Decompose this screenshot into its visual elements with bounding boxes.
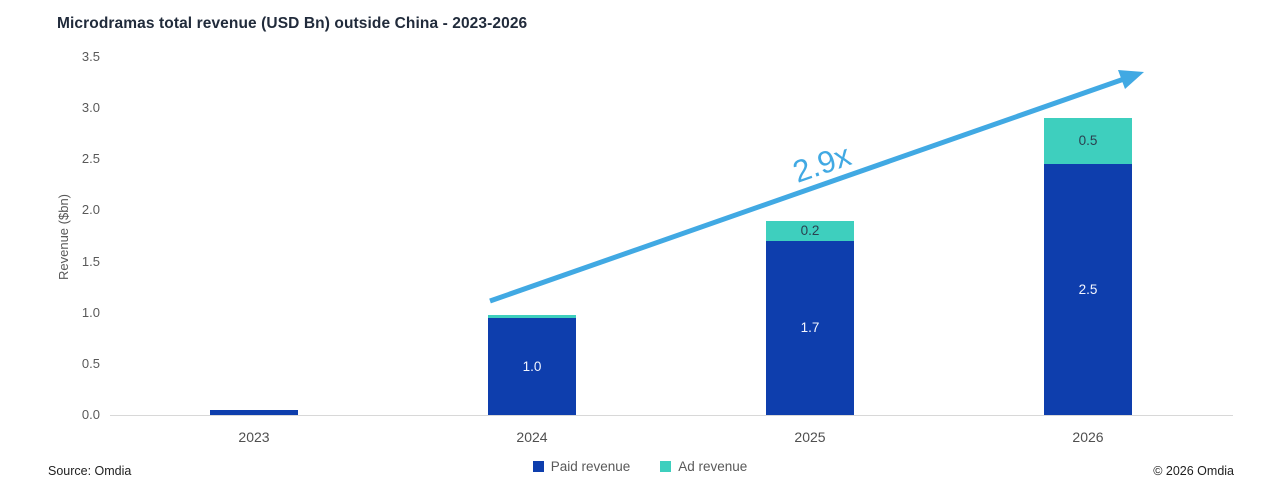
y-tick-label: 1.0 [81, 304, 100, 320]
bar-2024-ad [488, 315, 576, 318]
bar-2023-paid [210, 410, 298, 415]
bar-value-label: 1.0 [522, 359, 542, 374]
bar-value-label: 1.7 [800, 320, 820, 335]
y-tick-label: 1.5 [81, 253, 100, 269]
y-tick-label: 0.0 [81, 407, 100, 422]
bar-value-label: 0.2 [800, 223, 820, 238]
x-tick-label-2023: 2023 [238, 429, 270, 445]
x-tick-label-2025: 2025 [794, 429, 826, 445]
source-note: Source: Omdia [48, 464, 132, 478]
chart-title: Microdramas total revenue (USD Bn) outsi… [57, 15, 528, 32]
bar-value-label: 2.5 [1078, 282, 1098, 297]
x-tick-label-2024: 2024 [516, 429, 548, 445]
y-tick-label: 2.5 [81, 151, 100, 167]
y-tick-label: 0.5 [81, 355, 100, 371]
y-tick-label: 2.0 [81, 202, 100, 218]
legend-item-paid: Paid revenue [532, 459, 631, 474]
legend-swatch [660, 461, 672, 472]
legend: Paid revenue Ad revenue [0, 459, 1280, 474]
legend-label: Ad revenue [678, 459, 748, 474]
x-axis-line [110, 415, 1233, 416]
x-tick-label-2026: 2026 [1072, 429, 1104, 445]
bar-value-label: 0.5 [1078, 133, 1098, 148]
legend-item-ad: Ad revenue [660, 459, 747, 474]
legend-swatch [532, 461, 544, 472]
bar-2024-paid [488, 318, 576, 415]
copyright-note: © 2026 Omdia [1153, 464, 1234, 478]
y-tick-label: 3.0 [81, 100, 100, 116]
legend-label: Paid revenue [550, 459, 631, 474]
y-tick-label: 3.5 [81, 49, 100, 64]
